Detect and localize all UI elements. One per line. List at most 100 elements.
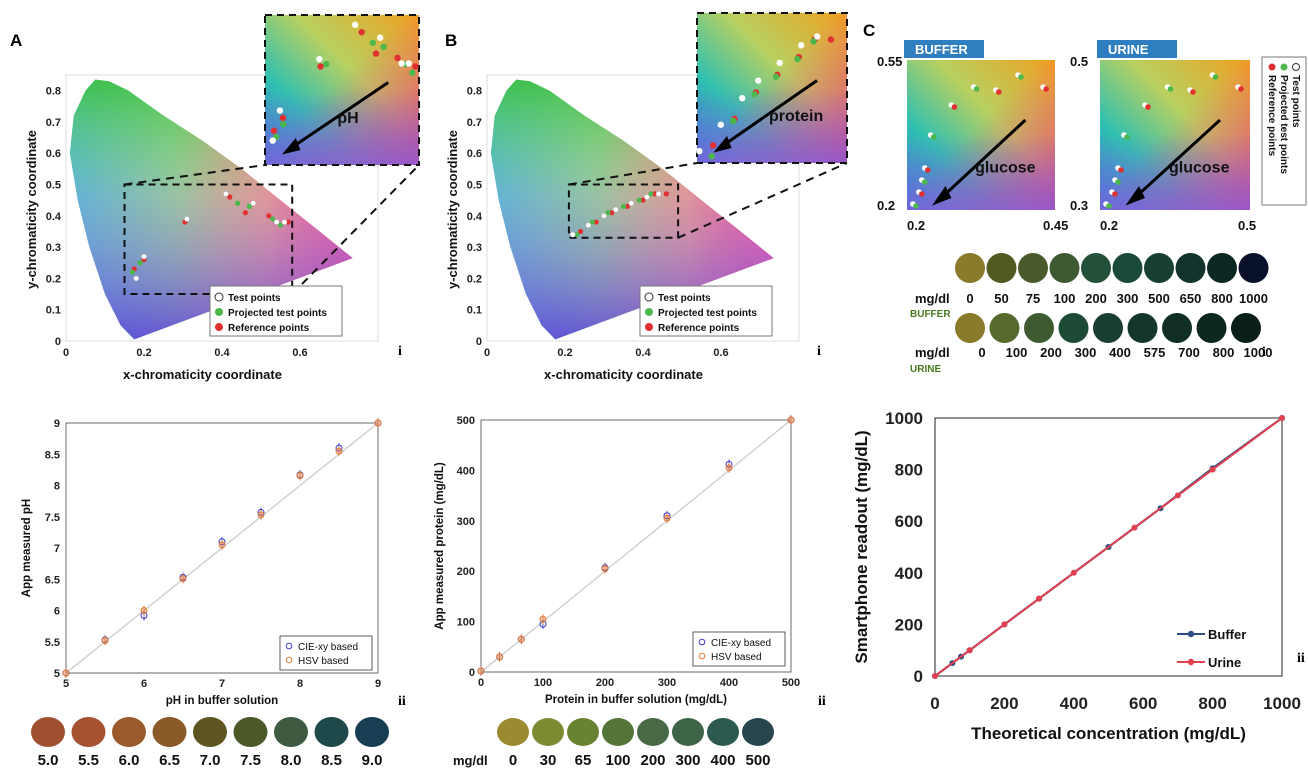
urine-swatch [1162, 313, 1192, 343]
urine-point [1131, 524, 1138, 531]
inset-test-point [405, 60, 413, 67]
y-tick-label: 0.1 [46, 305, 61, 317]
swatch-label: 7.0 [200, 752, 221, 769]
buffer-conc-label: 50 [994, 291, 1008, 306]
buffer-swatch [1238, 253, 1269, 283]
y-tick-label: 0 [55, 336, 61, 348]
reference-point [242, 210, 248, 216]
urine-swatch [1024, 313, 1054, 343]
glucose-arrow-head [932, 186, 952, 206]
test-point [655, 191, 662, 197]
panel-C: BUFFER 0.55 0.2 0.2 0.45 glucose URINE 0.5 0.3 0.… [877, 40, 1307, 375]
inset-label: pH [337, 110, 358, 127]
legend-marker [214, 292, 224, 302]
zoom-box [123, 183, 294, 296]
glucose-reference-point [1238, 86, 1244, 92]
urine-conc-label: 100 [1006, 345, 1028, 360]
glucose-projected-point [1124, 134, 1130, 140]
projected-point [589, 219, 595, 225]
test-point [141, 253, 147, 260]
x-tick-label: 0 [930, 694, 939, 713]
x-tick-label: 0.4 [214, 347, 230, 359]
swatch-unit-label: mg/dl [453, 753, 488, 768]
test-point [612, 206, 619, 213]
x-tick-label: 500 [782, 677, 800, 689]
x-tick-label: 0.6 [713, 347, 728, 359]
y-tick-label: 500 [457, 415, 475, 427]
glucose-legend-box [1261, 56, 1307, 206]
axes-box [934, 417, 1283, 677]
buffer-conc-label: 75 [1026, 291, 1040, 306]
x-tick-label: 0.2 [557, 347, 572, 359]
calibration-swatch [71, 717, 106, 747]
x-tick-label: 300 [658, 677, 676, 689]
panel-B-ii: 0 100 200 300 400 5000100200300400500Protein … [434, 415, 800, 769]
projected-point [235, 200, 241, 206]
buffer-swatch [1144, 253, 1174, 283]
swatch-label: 0 [509, 752, 517, 769]
legend-box [279, 635, 373, 671]
y-tick-label: 0.7 [46, 117, 61, 129]
inset-projected-point [708, 152, 715, 160]
urine-swatch [1231, 313, 1261, 343]
buffer-swatch [1175, 253, 1206, 283]
urine-conc-label: 575 [1144, 345, 1166, 360]
inset-test-point [696, 147, 703, 155]
inset-test-point [269, 137, 276, 144]
legend-marker [215, 323, 223, 331]
urine-conc-label: 300 [1075, 345, 1097, 360]
inset-arrow-head [281, 138, 301, 155]
x-tick-label: 5 [63, 678, 69, 690]
hsv-point [374, 419, 382, 427]
legend-entry: Reference points [658, 323, 740, 334]
buffer-swatch [955, 253, 985, 283]
inset-projected-point [810, 38, 817, 45]
calibration-swatch [602, 718, 634, 746]
glucose-reference-point [1043, 86, 1049, 92]
y-tick-label: 0.5 [467, 180, 482, 192]
swatch-label: 6.5 [159, 752, 180, 769]
y-tick-label: 0 [469, 667, 475, 679]
inset-label: protein [769, 108, 823, 125]
urine-swatch [989, 313, 1020, 343]
inset-test-point [376, 34, 384, 41]
x-tick-label: 400 [720, 677, 738, 689]
buffer-swatch [1049, 253, 1080, 283]
y-min-label: 0.2 [877, 198, 895, 213]
calibration-swatch [314, 717, 349, 747]
buffer-conc-label: 300 [1117, 291, 1139, 306]
legend-marker [698, 638, 706, 646]
inset-test-point [717, 121, 724, 128]
hsv-point [517, 635, 525, 643]
calibration-swatch [274, 717, 308, 747]
test-point [184, 216, 190, 222]
swatch-label: 30 [540, 752, 557, 769]
reference-point [227, 194, 233, 200]
projected-point [636, 197, 642, 203]
test-point [223, 191, 229, 197]
inset-violet [697, 13, 847, 163]
urine-unit-label: mg/dl [915, 345, 950, 360]
swatch-label: 65 [575, 752, 592, 769]
buffer-conc-label: 1000 [1239, 291, 1268, 306]
x-tick-label: 6 [141, 678, 147, 690]
reference-point [593, 219, 599, 225]
calibration-swatch [355, 717, 389, 747]
glucose-reference-point [1118, 167, 1124, 173]
y-tick-label: 0.4 [46, 211, 62, 223]
urine-point [1001, 621, 1008, 628]
calibration-swatch [112, 717, 146, 747]
swatch-label: 8.0 [281, 752, 302, 769]
projected-point [648, 191, 654, 197]
urine-point [1209, 466, 1216, 473]
buffer-swatch [1018, 253, 1048, 283]
legend-entry: CIE-xy based [298, 642, 358, 653]
legend-box [209, 285, 343, 337]
projected-point [574, 231, 580, 238]
panel-A-ii: 5 6 7 8 9 5 5.5 6 6.5 7 7.5 8 8.5 9 pH in buffer solut… [21, 418, 389, 769]
y-tick-label: 9 [54, 418, 60, 430]
glucose-projected-point [1115, 179, 1121, 185]
y-max-label: 0.55 [877, 54, 902, 69]
swatch-label: 400 [710, 752, 735, 769]
